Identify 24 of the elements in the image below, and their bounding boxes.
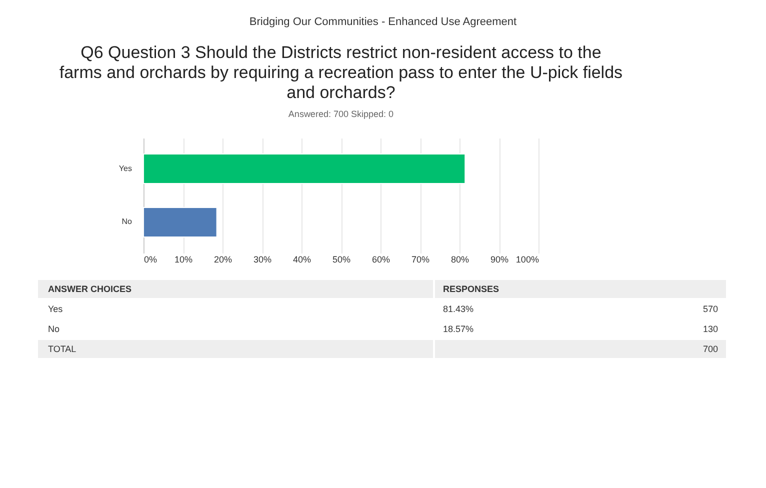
category-label: Yes: [48, 304, 63, 314]
x-tick-label: 40%: [292, 254, 311, 264]
category-label: No: [48, 324, 60, 334]
chart-title: Q6 Question 3 Should the Districts restrict non-resident access to the farms and orchards by requiring a recreation pass to enter the U-pick fields and orchards?: [59, 43, 623, 102]
text: 81.43%: [443, 304, 474, 314]
x-tick-label: 50%: [332, 254, 350, 264]
text: 570: [702, 304, 718, 314]
x-tick-label: 30%: [253, 254, 272, 264]
chart-subtitle: Answered: 700 Skipped: 0: [288, 109, 394, 119]
x-tick-label: 100%: [516, 254, 539, 264]
text: 18.57%: [443, 324, 474, 334]
x-tick-label: 0%: [144, 254, 157, 264]
text: Bridging Our Communities - Enhanced Use Agreement: [249, 16, 517, 28]
text: ANSWER CHOICES: [48, 284, 132, 294]
text: 130: [702, 324, 718, 334]
x-tick-label: 20%: [214, 254, 232, 264]
x-tick-label: 70%: [411, 254, 430, 264]
text: RESPONSES: [443, 284, 500, 294]
text: TOTAL: [48, 344, 76, 354]
x-tick-label: 60%: [372, 254, 390, 264]
text: 700: [702, 344, 718, 354]
x-tick-label: 80%: [450, 254, 469, 264]
x-tick-label: 10%: [174, 254, 192, 264]
x-tick-label: 90%: [490, 254, 508, 264]
